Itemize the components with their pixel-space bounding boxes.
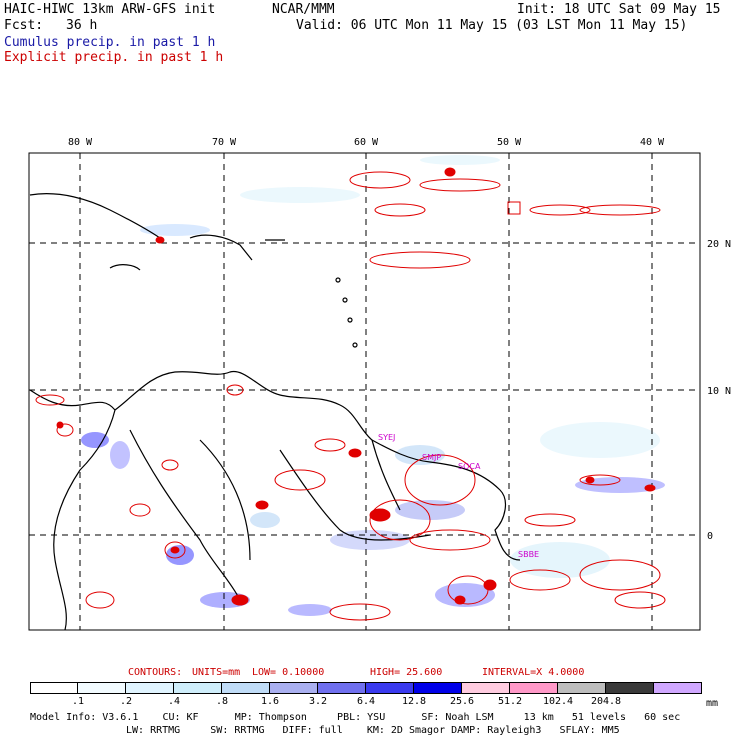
lon-label: 80 W [68, 137, 93, 148]
colorbar-label: 102.4 [542, 696, 574, 707]
model-info-line1: Model Info: V3.6.1 CU: KF MP: Thompson P… [30, 712, 681, 723]
colorbar-cell [30, 682, 78, 694]
colorbar-label: 51.2 [497, 696, 523, 707]
fcst-label: Fcst: [4, 18, 44, 33]
contours-label: CONTOURS: [128, 667, 183, 678]
lat-label: 10 N [707, 386, 731, 397]
colorbar-label: 12.8 [401, 696, 427, 707]
model-info-line2: LW: RRTMG SW: RRTMG DIFF: full KM: 2D Sm… [126, 725, 620, 736]
colorbar-cell [606, 682, 654, 694]
colorbar-cell [462, 682, 510, 694]
org-label: NCAR/MMM [272, 2, 335, 17]
lon-label: 60 W [354, 137, 379, 148]
valid-time: Valid: 06 UTC Mon 11 May 15 (03 LST Mon … [296, 18, 688, 33]
colorbar-cell [174, 682, 222, 694]
init-time: Init: 18 UTC Sat 09 May 15 [517, 2, 721, 17]
colorbar-label: 1.6 [260, 696, 280, 707]
cumulus-legend: Cumulus precip. in past 1 h [4, 35, 216, 50]
station-label: SYEJ [378, 433, 395, 442]
colorbar-label: 25.6 [449, 696, 475, 707]
colorbar-label: .4 [167, 696, 181, 707]
colorbar-label: 3.2 [308, 696, 328, 707]
colorbar-cell [318, 682, 366, 694]
colorbar-cell [510, 682, 558, 694]
station-label: SBBE [518, 550, 539, 559]
colorbar-cell [414, 682, 462, 694]
colorbar-cell [366, 682, 414, 694]
colorbar-cell [126, 682, 174, 694]
contours-units: UNITS=mm [192, 667, 241, 678]
lon-label: 40 W [640, 137, 665, 148]
contours-high: HIGH= 25.600 [370, 667, 443, 678]
explicit-legend: Explicit precip. in past 1 h [4, 50, 224, 65]
colorbar-cell [222, 682, 270, 694]
colorbar-label: .1 [71, 696, 85, 707]
colorbar-label: 6.4 [356, 696, 376, 707]
lat-lon-grid [29, 153, 700, 630]
colorbar-cell [270, 682, 318, 694]
contours-low: LOW= 0.10000 [252, 667, 325, 678]
station-label: SMJP [422, 453, 441, 462]
colorbar-unit: mm [706, 698, 719, 709]
fcst-value: 36 h [66, 18, 98, 33]
colorbar-cell [78, 682, 126, 694]
explicit-precip-contours [35, 167, 666, 621]
colorbar-label: 204.8 [590, 696, 622, 707]
lat-label: 0 [707, 531, 713, 542]
coastlines [29, 193, 521, 631]
lon-label: 50 W [497, 137, 522, 148]
station-label: SOCA [458, 462, 481, 471]
lat-labels: 20 N 10 N 0 [707, 239, 731, 542]
colorbar-cell [654, 682, 702, 694]
colorbar-label: .2 [119, 696, 133, 707]
lon-labels: 80 W 70 W 60 W 50 W 40 W [68, 137, 665, 148]
model-title: HAIC-HIWC 13km ARW-GFS init [4, 2, 216, 17]
station-labels: SYEJ SMJP SOCA SBBE [378, 433, 539, 559]
colorbar-label: .8 [215, 696, 229, 707]
contours-interval: INTERVAL=X 4.0000 [482, 667, 585, 678]
colorbar-cell [558, 682, 606, 694]
lat-label: 20 N [707, 239, 731, 250]
lon-label: 70 W [212, 137, 237, 148]
